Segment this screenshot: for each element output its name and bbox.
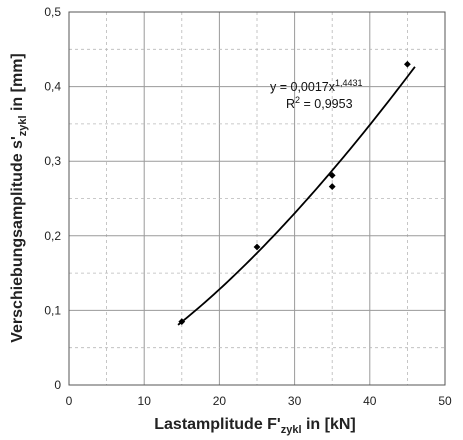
y-tick-label: 0,5 xyxy=(44,5,61,19)
y-tick-label: 0,3 xyxy=(44,154,61,168)
data-points xyxy=(178,60,411,325)
data-point xyxy=(328,183,336,190)
x-axis-title: Lastamplitude F'zykl in [kN] xyxy=(154,416,356,436)
y-tick-label: 0,1 xyxy=(44,303,61,317)
y-tick-labels: 0 0,1 0,2 0,3 0,4 0,5 xyxy=(44,5,61,392)
x-tick-label: 50 xyxy=(438,394,452,408)
data-point xyxy=(328,171,336,179)
y-tick-label: 0,4 xyxy=(44,80,61,94)
x-tick-label: 0 xyxy=(66,394,73,408)
y-tick-label: 0 xyxy=(54,378,61,392)
x-tick-label: 40 xyxy=(363,394,377,408)
y-tick-label: 0,2 xyxy=(44,229,61,243)
trendline-r-squared: R2 = 0,9953 xyxy=(286,95,353,111)
y-axis-title: Verschiebungsamplitude s'zykl in [mm] xyxy=(9,53,29,343)
data-point xyxy=(178,318,186,325)
x-tick-label: 10 xyxy=(138,394,152,408)
data-point xyxy=(404,60,411,68)
x-tick-label: 30 xyxy=(288,394,302,408)
plot-frame xyxy=(68,11,446,386)
data-point xyxy=(253,243,261,251)
trendline xyxy=(177,66,416,326)
x-tick-label: 20 xyxy=(213,394,227,408)
trendline-equation: y = 0,0017x1,4431 xyxy=(270,78,363,94)
x-tick-labels: 0 10 20 30 40 50 xyxy=(66,394,452,408)
